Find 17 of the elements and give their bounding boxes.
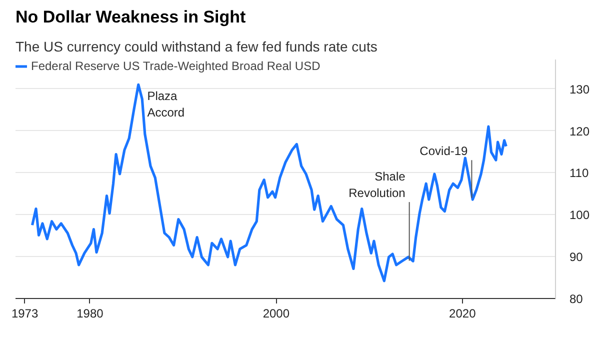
- legend-label: Federal Reserve US Trade-Weighted Broad Real USD: [31, 59, 320, 73]
- y-tick-label: 130: [570, 82, 590, 96]
- x-tick-label: 2000: [262, 306, 290, 320]
- line-series: [30, 83, 508, 282]
- x-tick-label: 1973: [11, 306, 38, 320]
- annotation: Covid-19: [420, 144, 468, 158]
- chart-title: No Dollar Weakness in Sight: [16, 8, 246, 26]
- y-tick-label: 110: [570, 166, 589, 180]
- y-tick-label: 90: [570, 250, 584, 264]
- y-tick-label: 100: [570, 208, 590, 222]
- y-tick-label: 80: [570, 292, 584, 306]
- chart-subtitle: The US currency could withstand a few fed funds rate cuts: [16, 38, 378, 54]
- x-tick-label: 2020: [449, 306, 476, 320]
- annotation: Shale Revolution: [348, 169, 406, 200]
- x-tick-label: 1980: [76, 306, 104, 320]
- annotation: Plaza Accord: [147, 88, 185, 120]
- y-tick-label: 120: [570, 124, 590, 138]
